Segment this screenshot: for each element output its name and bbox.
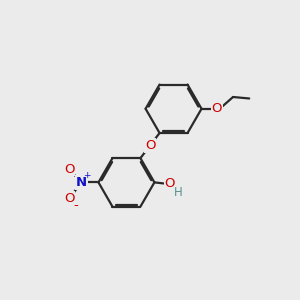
Text: +: +	[83, 171, 90, 180]
Text: O: O	[64, 163, 74, 176]
Text: O: O	[64, 192, 74, 205]
Text: -: -	[73, 199, 78, 212]
Text: O: O	[145, 139, 155, 152]
Text: O: O	[212, 102, 222, 115]
Text: N: N	[76, 176, 87, 189]
Text: H: H	[174, 186, 182, 199]
Text: O: O	[164, 177, 175, 190]
